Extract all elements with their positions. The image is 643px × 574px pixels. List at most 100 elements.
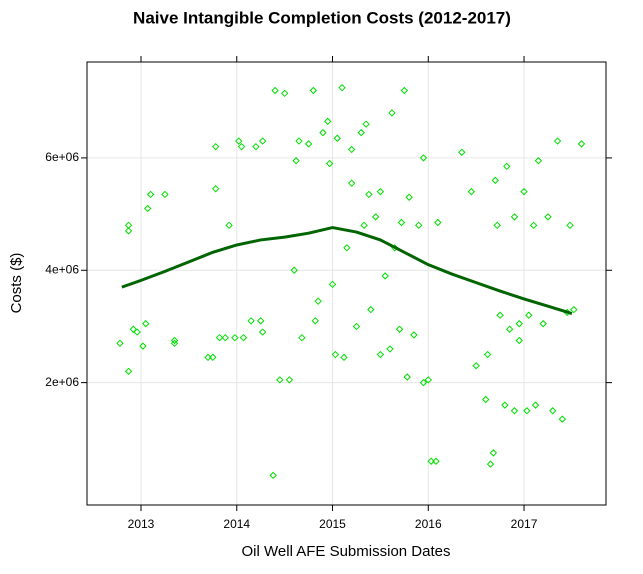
point [352,322,361,331]
x-tick-label: 2015 [319,517,346,531]
point [170,339,179,348]
point [558,415,567,423]
point [529,221,538,230]
chart-title: Naive Intangible Completion Costs (2012-… [133,8,511,27]
point [472,362,480,370]
point [570,305,578,314]
point [357,128,365,137]
point [467,187,476,196]
point [493,221,501,230]
point [515,319,523,328]
point [365,190,373,199]
point [142,319,150,328]
point [292,157,300,165]
point [258,137,267,145]
point [309,86,318,95]
point [510,407,519,415]
point [347,145,356,154]
point [503,162,511,171]
point [116,339,124,348]
y-axis-label: Costs ($) [8,253,25,314]
point [505,325,514,333]
point [314,297,322,305]
point [237,142,246,151]
point [276,376,284,384]
plot-frame [86,61,607,506]
point [419,154,428,162]
point [325,159,334,168]
point [319,128,327,137]
point [124,367,133,376]
point [434,218,442,227]
point [343,244,351,252]
point [523,407,531,415]
point [510,213,519,221]
point [338,83,346,92]
point [124,227,133,235]
point [566,221,574,230]
x-tick-label: 2016 [415,517,442,531]
point [239,333,248,342]
point [331,350,340,359]
point [360,221,368,230]
point [376,187,385,196]
point [280,89,289,98]
y-tick-label: 2e+06 [45,375,79,389]
point [544,213,552,221]
point [403,373,411,381]
point [386,345,394,353]
point [400,86,409,95]
point [129,325,138,333]
point [539,319,547,328]
point [525,311,533,319]
point [486,460,495,468]
point [362,120,370,128]
point [204,353,212,362]
point [231,333,239,342]
point [290,266,298,274]
point [146,190,155,199]
point [427,457,435,465]
point [256,317,265,325]
point [381,272,389,280]
point [161,190,169,199]
point [424,376,432,384]
point [397,218,406,227]
point [395,325,404,333]
point [515,336,523,345]
point [534,157,543,165]
point [367,305,375,314]
point [295,137,303,145]
point [419,378,428,387]
point [269,471,277,480]
point [432,457,440,465]
smooth-line [121,226,573,315]
point [549,407,557,415]
point [324,117,332,126]
point [553,137,562,145]
point [496,311,504,319]
point [458,148,466,156]
point [311,317,319,325]
point [333,134,342,142]
point [209,353,217,362]
point [347,179,356,187]
point [376,350,385,359]
point [252,142,260,151]
point [271,86,279,95]
point [170,336,179,345]
point [211,142,220,151]
point [221,333,229,342]
point [225,221,233,230]
x-tick-label: 2017 [511,517,538,531]
point [577,140,586,148]
point [258,328,267,336]
point [531,401,540,409]
point [482,395,490,404]
point [247,317,255,325]
point [410,331,418,339]
point [124,221,133,230]
y-tick-label: 6e+06 [45,150,79,164]
point [234,137,243,145]
